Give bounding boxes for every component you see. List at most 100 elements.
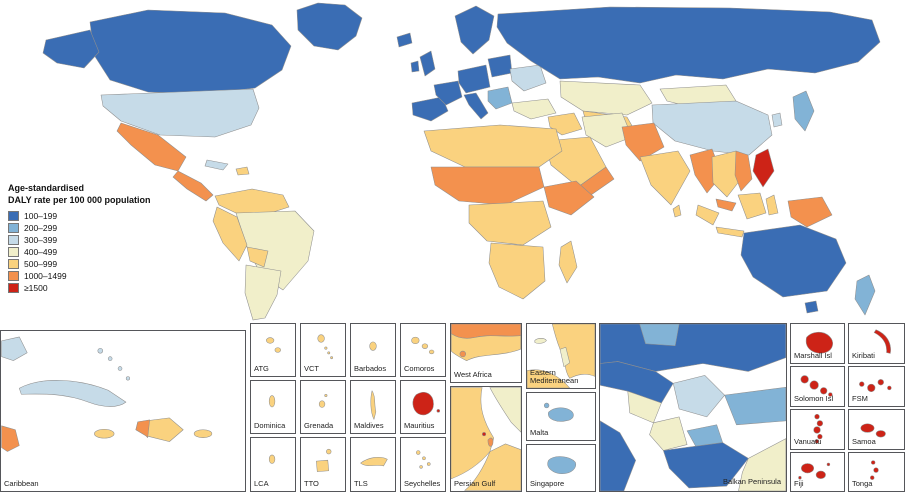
region-iraq-syria [547,112,583,136]
region-comoros [428,349,435,355]
region-solomon-islands [820,387,828,395]
inset-vanuatu: Vanuatu [790,409,845,450]
region-solomon-islands [809,380,819,390]
region-scandinavia [454,5,495,55]
region-kiribati [873,329,891,354]
region-vanuatu [814,439,820,444]
region-seychelles [422,456,426,461]
inset-label-samoa: Samoa [852,437,876,447]
inset-label-atg: ATG [254,364,269,374]
region-fiji [801,463,814,474]
region-israel [559,347,570,367]
region-haiti [135,419,150,438]
region-marshall-islands [805,331,833,354]
region-madagascar [558,240,578,284]
inset-label-grenada: Grenada [304,421,334,431]
region-poland-baltics [487,54,513,78]
inset-tonga: Tonga [848,452,905,492]
region-seychelles [426,462,431,466]
region-horn-of-africa [543,180,595,216]
legend-item: 400–499 [8,247,151,258]
inset-barbados: Barbados [350,323,396,377]
inset-label-tls: TLS [354,479,368,489]
inset-dominica: Dominica [250,380,296,434]
region-fsm [867,383,876,392]
region-yucatan [1,425,20,452]
legend-label: 200–299 [24,223,58,234]
region-bahamas [107,356,113,361]
region-north-africa [423,124,563,168]
region-jamaica [94,429,115,439]
region-fiji [798,476,802,480]
region-india [639,150,691,206]
region-java [715,226,745,238]
legend-item: 300–399 [8,235,151,246]
region-malaysia [715,198,737,212]
legend-label: 500–999 [24,259,58,270]
legend-label: ≥1500 [24,283,48,294]
region-balkans [487,86,513,110]
region-puerto-rico [193,429,213,438]
region-russia [496,6,881,84]
region-australia [740,224,847,298]
region-tobago [326,448,332,455]
region-italy [463,92,489,120]
region-fsm [877,379,884,386]
region-gozo [543,402,550,409]
legend-label: 1000–1499 [24,271,67,282]
region-egypt-inset [527,369,570,388]
region-mexico [116,122,187,172]
region-fiji [826,462,831,467]
inset-label-west-africa: West Africa [454,370,492,380]
region-ukraine [509,64,547,92]
region-borneo [737,192,767,220]
inset-mauritius: Mauritius [400,380,446,434]
region-barbados [369,341,377,351]
inset-singapore: Singapore [526,444,596,492]
region-samoa [860,423,875,433]
region-sumatra [695,204,720,226]
region-ireland [410,60,420,73]
region-vanuatu [816,420,823,427]
region-turkey [511,98,557,120]
region-korea [771,112,783,128]
region-greece [663,442,749,489]
region-iberia [411,96,449,122]
inset-label-comoros: Comoros [404,364,435,374]
region-bahamas [117,366,123,371]
region-bolivia [246,246,269,268]
region-malta [548,407,574,422]
legend-item: 1000–1499 [8,271,151,282]
inset-marshall: Marshall Isl [790,323,845,364]
region-albania [649,416,688,451]
inset-label-malta: Malta [530,428,549,438]
inset-kiribati: Kiribati [848,323,905,364]
region-west-africa-south [451,333,521,361]
legend-title-line1: Age-standardised [8,183,85,193]
region-central-africa [468,200,552,246]
inset-tls: TLS [350,437,396,492]
region-sahel [430,166,545,206]
inset-label-persian-gulf: Persian Gulf [454,479,496,489]
legend-label: 300–399 [24,235,58,246]
region-tonga [871,460,876,465]
inset-label-solomon: Solomon Isl [794,394,834,404]
legend-item: 200–299 [8,223,151,234]
region-cuba-inset [19,380,127,407]
region-central-america [172,170,214,202]
region-sri-lanka [672,204,682,218]
region-seychelles [419,465,423,469]
region-cyprus [534,338,547,344]
region-grenada [324,394,328,398]
region-vanuatu [817,433,823,440]
region-tonga [870,475,875,480]
region-seychelles [416,450,421,455]
region-samoa [875,430,886,438]
inset-seychelles: Seychelles [400,437,446,492]
inset-fiji: Fiji [790,452,845,492]
region-southern-africa [488,242,546,300]
legend-item: 500–999 [8,259,151,270]
world-map [42,2,881,321]
inset-label-seychelles: Seychelles [404,479,441,489]
inset-persian-gulf: Persian Gulf [450,386,522,492]
